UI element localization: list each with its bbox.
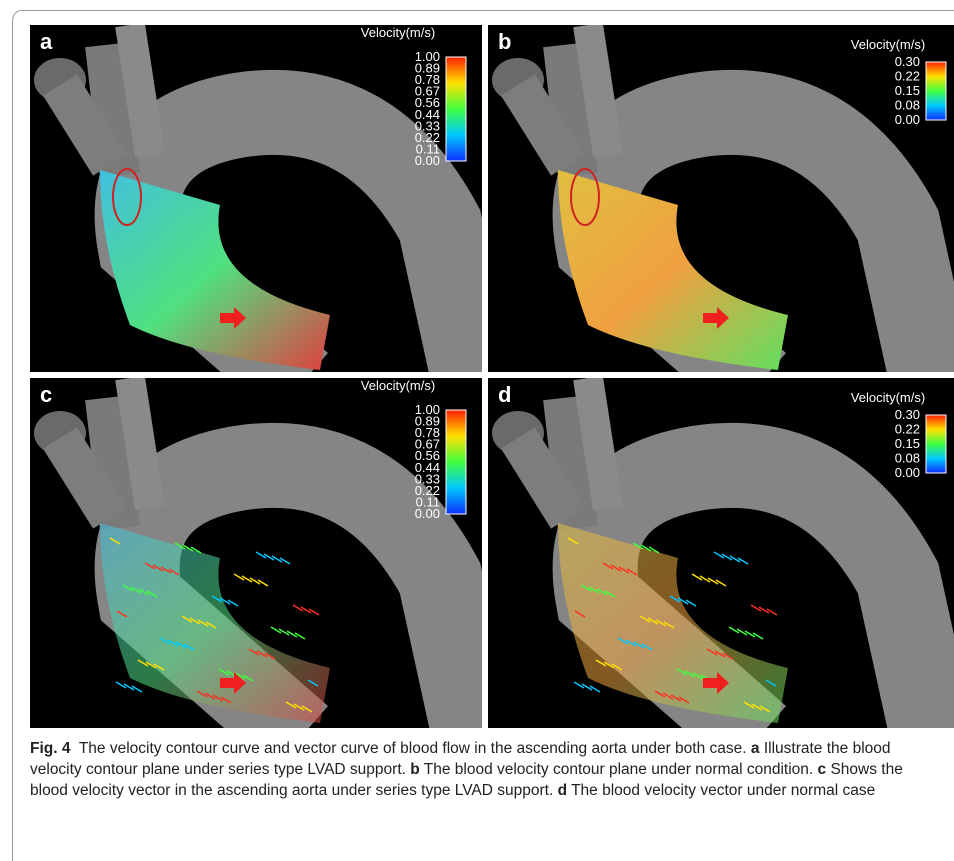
legend-tick: 0.08 (895, 98, 920, 113)
legend-title: Velocity(m/s) (851, 37, 925, 52)
caption-label: Fig. 4 (30, 740, 70, 757)
page: aVelocity(m/s)1.000.890.780.670.560.440.… (0, 0, 954, 844)
panel: aVelocity(m/s)1.000.890.780.670.560.440.… (30, 25, 482, 372)
panel: b Velocity(m/s) 0.300.220.150.080.00 (488, 25, 954, 372)
flow-plane (558, 523, 788, 723)
panel: cVelocity(m/s)1.000.890.780.670.560.440.… (30, 378, 482, 728)
legend-tick: 0.22 (895, 69, 920, 84)
caption-part-text: The blood velocity contour plane under n… (424, 761, 813, 778)
legend-tick: 0.30 (895, 54, 920, 69)
panel-label: b (498, 29, 511, 54)
legend-tick: 0.00 (895, 465, 920, 480)
caption-part-label: d (558, 782, 567, 799)
caption-part-label: c (818, 761, 827, 778)
caption-part-label: a (751, 740, 760, 757)
legend-title: Velocity(m/s) (361, 25, 435, 40)
legend-tick: 0.00 (415, 506, 440, 521)
panel-label: c (40, 382, 52, 407)
panel-label: d (498, 382, 511, 407)
legend-tick: 0.15 (895, 436, 920, 451)
legend-bar (446, 57, 466, 161)
flow-plane (100, 170, 330, 370)
flow-plane (100, 523, 330, 723)
legend-bar (926, 415, 946, 473)
caption: Fig. 4 The velocity contour curve and ve… (30, 738, 935, 801)
legend-tick: 0.15 (895, 83, 920, 98)
legend-tick: 0.30 (895, 407, 920, 422)
caption-part-label: b (410, 761, 419, 778)
legend-title: Velocity(m/s) (851, 390, 925, 405)
legend-title: Velocity(m/s) (361, 378, 435, 393)
flow-plane (558, 170, 788, 370)
branch (588, 378, 608, 508)
caption-text: The velocity contour curve and vector cu… (79, 740, 747, 757)
panel: d Velocity(m/s) 0.300.220.150.080.00 (488, 378, 954, 728)
legend-tick: 0.00 (895, 112, 920, 127)
legend-tick: 0.08 (895, 451, 920, 466)
legend-tick: 0.22 (895, 422, 920, 437)
legend-bar (446, 410, 466, 514)
legend-bar (926, 62, 946, 120)
branch (588, 25, 608, 155)
caption-part-text: The blood velocity vector under normal c… (571, 782, 875, 799)
legend-tick: 0.00 (415, 153, 440, 168)
branch (130, 378, 150, 508)
panel-label: a (40, 29, 53, 54)
branch (130, 25, 150, 155)
